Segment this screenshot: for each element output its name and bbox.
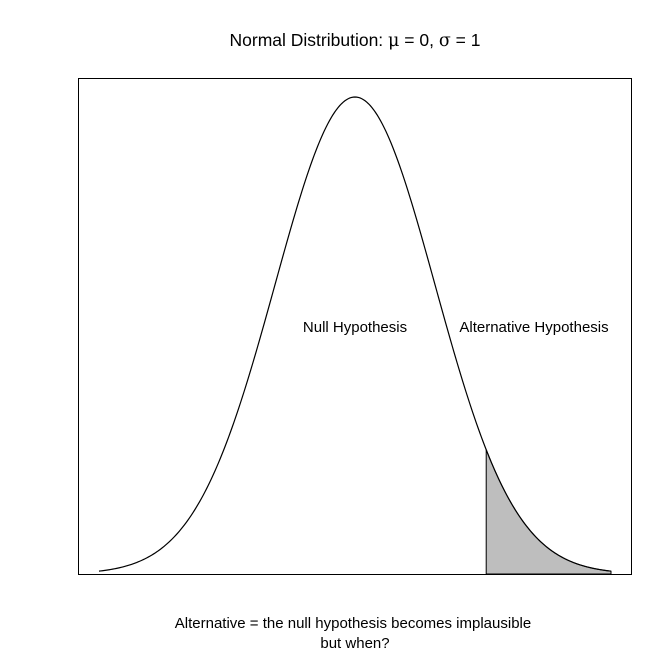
- caption-line-2: but when?: [320, 635, 389, 652]
- title-prefix: Normal Distribution:: [230, 30, 389, 50]
- title-suffix: = 1: [451, 30, 481, 50]
- svg-text:Normal Distribution: μ = 0, σ: Normal Distribution: μ = 0, σ = 1: [230, 30, 481, 51]
- null-hypothesis-label: Null Hypothesis: [303, 319, 407, 336]
- density-curve: [98, 96, 612, 572]
- caption-line-1: Alternative = the null hypothesis become…: [175, 615, 531, 632]
- title-mu-symbol: μ: [388, 31, 399, 51]
- title-sigma-symbol: σ: [439, 31, 451, 51]
- chart-title: Normal Distribution: μ = 0, σ = 1: [230, 30, 481, 51]
- plot-frame: [78, 78, 632, 575]
- title-mid: = 0,: [399, 30, 438, 50]
- alternative-hypothesis-label: Alternative Hypothesis: [459, 319, 608, 336]
- rejection-region-shade: [485, 449, 612, 575]
